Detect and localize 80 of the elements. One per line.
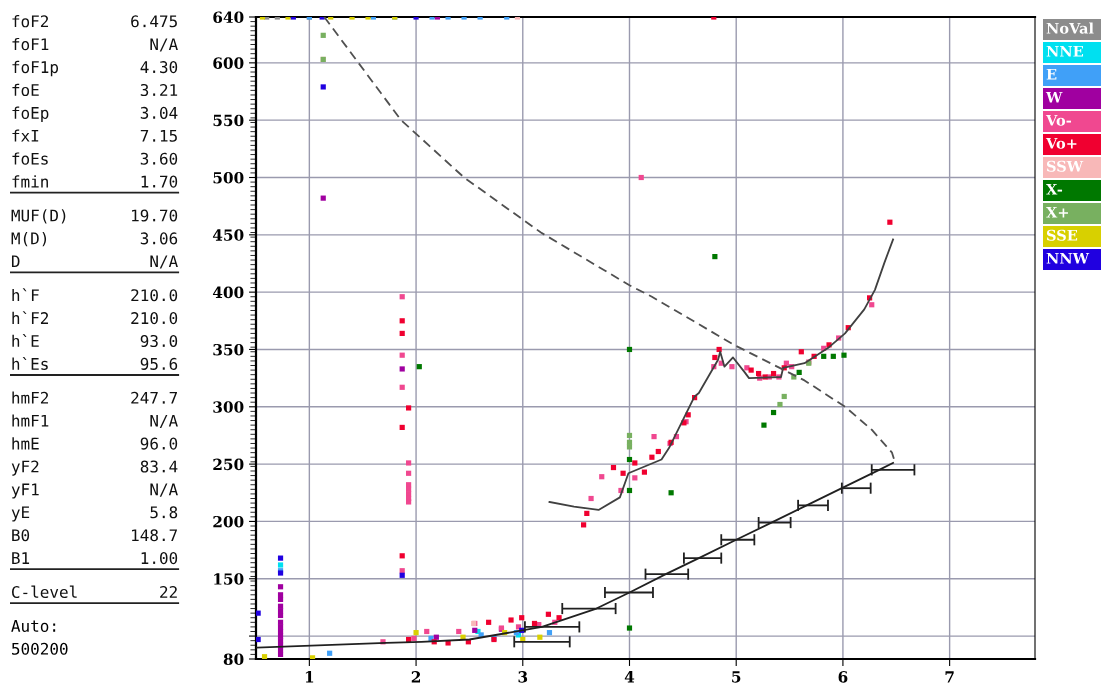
category-label: B0 xyxy=(12,529,30,542)
text: Vo+ xyxy=(1045,137,1077,149)
text: 500200 xyxy=(12,642,68,655)
y-tick-label: 150 xyxy=(214,573,244,585)
text: 7.15 xyxy=(140,129,177,142)
category-label: hmF2 xyxy=(12,391,49,404)
category-label: h`Es xyxy=(12,356,48,370)
text: N/A xyxy=(150,255,178,269)
text: X+ xyxy=(1046,206,1068,218)
y-tick-label: 250 xyxy=(213,458,244,471)
text: 3.60 xyxy=(140,152,178,165)
x-tick-label: 4 xyxy=(624,671,635,683)
text: NoVal xyxy=(1046,22,1094,34)
text: 4.30 xyxy=(140,61,178,74)
text: N/A xyxy=(150,38,178,52)
text: 210.0 xyxy=(131,289,178,302)
text: NNW xyxy=(1046,252,1090,264)
text: W xyxy=(1045,91,1063,103)
text: Vo- xyxy=(1045,114,1071,126)
category-label: foF2 xyxy=(12,14,49,28)
text: 1.70 xyxy=(141,175,178,188)
x-tick-label: 5 xyxy=(732,671,741,683)
category-label: M(D) xyxy=(11,232,47,247)
x-tick-label: 1 xyxy=(305,671,314,683)
y-tick-label: 80 xyxy=(223,653,244,666)
text: 22 xyxy=(160,585,177,598)
text: 247.7 xyxy=(131,391,177,404)
y-tick-label: 450 xyxy=(212,229,244,241)
text: 19.70 xyxy=(132,209,178,222)
text: N/A xyxy=(150,483,178,497)
category-label: foF1 xyxy=(12,37,49,51)
text: X- xyxy=(1046,183,1063,195)
text: 3.21 xyxy=(140,83,178,97)
text: 3.04 xyxy=(140,106,178,119)
text: 3.06 xyxy=(140,232,178,245)
category-label: foE xyxy=(12,83,39,97)
y-tick-label: 400 xyxy=(212,286,244,299)
text: 1.00 xyxy=(141,552,178,565)
x-tick-label: 6 xyxy=(838,671,848,683)
category-label: fxI xyxy=(12,129,39,142)
category-label: foEs xyxy=(12,152,48,165)
text: NNE xyxy=(1046,45,1084,57)
category-label: foF1p xyxy=(12,60,59,77)
category-label: foEp xyxy=(12,106,49,123)
y-tick-label: 640 xyxy=(213,11,244,24)
category-label: hmE xyxy=(12,437,39,450)
y-tick-label: 550 xyxy=(213,114,244,127)
category-label: B1 xyxy=(12,552,30,564)
x-tick-label: 3 xyxy=(518,671,528,683)
text: 96.0 xyxy=(140,437,178,450)
category-label: hmF1 xyxy=(12,414,49,427)
x-tick-label: 2 xyxy=(411,671,421,683)
category-label: yF2 xyxy=(11,460,39,476)
category-label: yF1 xyxy=(11,483,39,499)
x-tick-label: 7 xyxy=(945,671,954,683)
text: 6.475 xyxy=(131,15,177,28)
y-tick-label: 500 xyxy=(213,171,244,184)
category-label: D xyxy=(11,255,20,268)
y-tick-label: 300 xyxy=(213,401,244,413)
category-label: h`F xyxy=(12,288,39,302)
text: 5.8 xyxy=(150,506,178,519)
text: 93.0 xyxy=(140,334,178,348)
category-label: h`E xyxy=(12,334,39,347)
text: Auto: xyxy=(11,620,56,632)
text: 83.4 xyxy=(140,460,178,473)
text: 95.6 xyxy=(140,357,178,370)
y-tick-label: 600 xyxy=(213,57,244,69)
text: 210.0 xyxy=(131,312,178,325)
text: E xyxy=(1046,68,1057,80)
y-tick-label: 350 xyxy=(213,343,244,356)
category-label: yE xyxy=(11,506,30,522)
category-label: C-level xyxy=(11,585,77,599)
category-label: h`F2 xyxy=(12,311,49,324)
text: SSE xyxy=(1046,229,1078,241)
category-label: fmin xyxy=(12,175,48,188)
text: SSW xyxy=(1046,160,1084,172)
text: 148.7 xyxy=(132,529,177,542)
y-tick-label: 200 xyxy=(213,515,244,528)
category-label: MUF(D) xyxy=(11,209,66,224)
text: N/A xyxy=(150,414,178,428)
